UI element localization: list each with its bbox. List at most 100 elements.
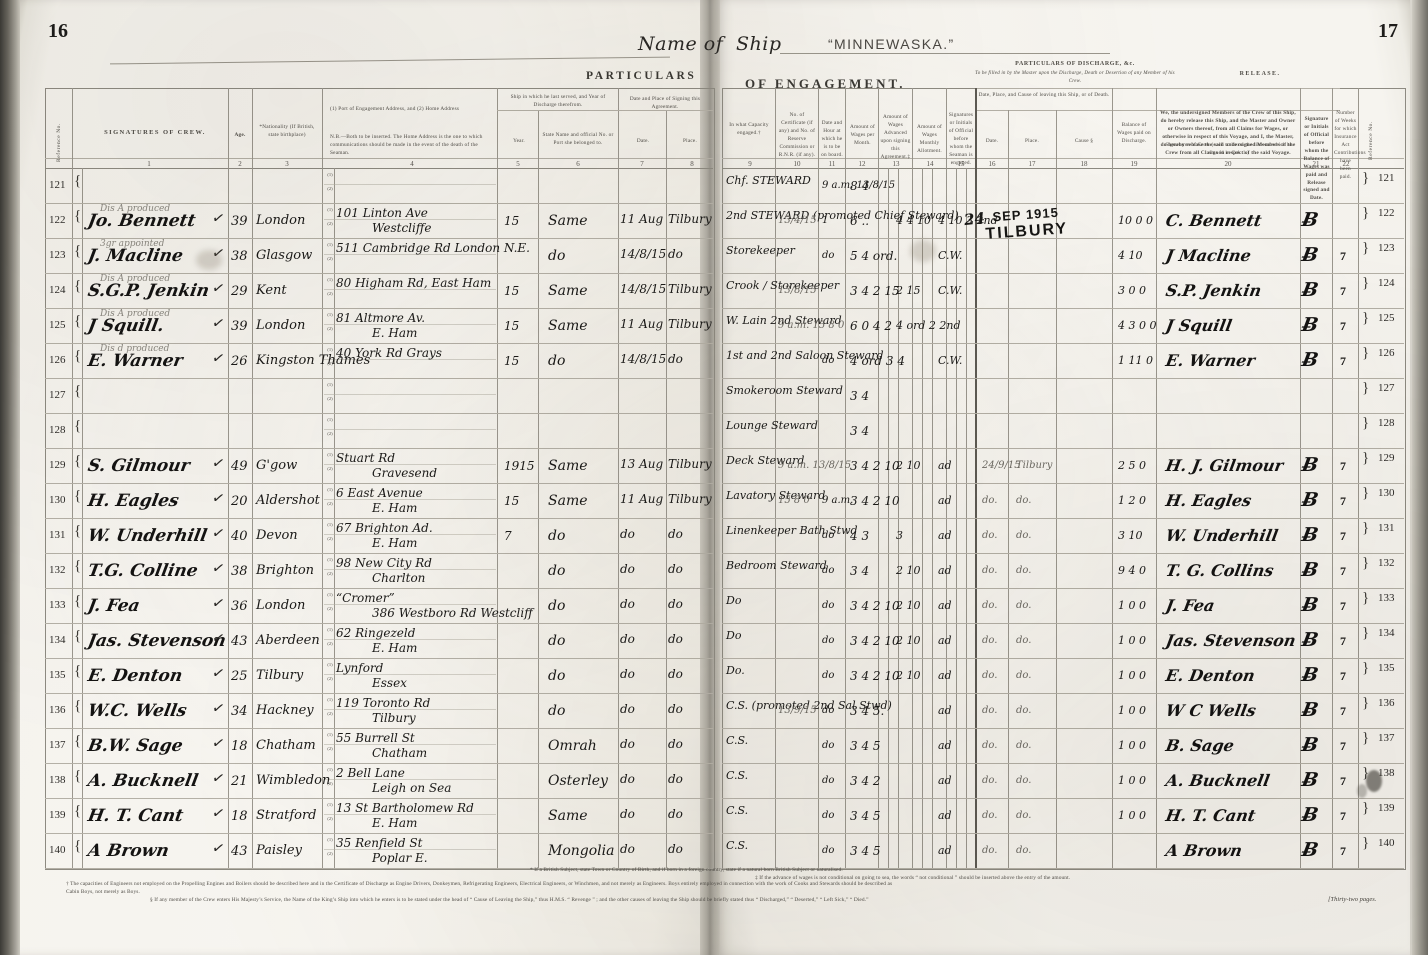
row-rule-left xyxy=(45,623,713,624)
row-brace-left: { xyxy=(74,698,82,714)
row-certificate-no: 15 8 0 xyxy=(778,495,810,506)
row-brace-left: { xyxy=(74,628,82,644)
row-endorsement-note: Dis A produced xyxy=(100,204,171,214)
address-guide-line xyxy=(324,219,496,220)
row-nationality: London xyxy=(256,213,306,228)
row-release-signature: J Macline xyxy=(1164,246,1253,265)
right-col12-sep xyxy=(878,88,879,868)
colhdr-date-hour-board: Date and Hour at which he is to be on bo… xyxy=(821,120,843,158)
row-reference-no-left: 137 xyxy=(49,739,66,751)
row-reference-no-left: 124 xyxy=(49,284,66,296)
row-reference-no-right: 137 xyxy=(1378,732,1395,744)
row-address-home: Gravesend xyxy=(372,466,438,480)
heading-name-of: Name of xyxy=(638,33,724,55)
colnum-17: 17 xyxy=(1028,160,1036,168)
row-wages-month: 3 4 xyxy=(850,389,870,403)
row-signing-place: do xyxy=(668,632,683,646)
address-marker-1: (1) xyxy=(327,802,333,807)
ink-smudge-2 xyxy=(910,240,936,262)
row-reference-no-left: 130 xyxy=(49,494,66,506)
row-signing-place: Tilbury xyxy=(668,212,712,226)
row-address-home: E. Ham xyxy=(372,816,418,830)
row-capacity: Smokeroom Steward xyxy=(726,384,843,397)
row-reference-no-right: 130 xyxy=(1378,487,1395,499)
row-wages-advance: 4 4 10 xyxy=(896,214,931,227)
colhdr-disc-cause: Cause § xyxy=(1074,138,1094,144)
row-brace-right: } xyxy=(1362,765,1370,781)
row-capacity: Do. xyxy=(726,664,745,677)
left-shipgroup-divider xyxy=(497,110,713,111)
row-endorsement-note: Dis A produced xyxy=(100,274,171,284)
row-brace-right: } xyxy=(1362,345,1370,361)
row-rule-right xyxy=(722,343,1404,344)
address-marker-2: (2) xyxy=(327,781,333,786)
address-marker-2: (2) xyxy=(327,571,333,576)
row-rule-right xyxy=(722,518,1404,519)
row-address-port: 81 Altmore Av. xyxy=(336,311,426,325)
row-reference-no-right: 135 xyxy=(1378,662,1395,674)
colnum-7: 7 xyxy=(640,160,644,168)
colhdr-reference-no-left: Reference No. xyxy=(56,123,62,162)
row-board-datetime: 1 xyxy=(822,215,829,226)
row-rule-right xyxy=(722,448,1404,449)
row-discharge-place: do. xyxy=(1016,810,1032,821)
address-marker-2: (2) xyxy=(327,711,333,716)
row-brace-right: } xyxy=(1362,625,1370,641)
colnum-12: 12 xyxy=(858,160,866,168)
row-insurance-weeks: 7 xyxy=(1340,739,1346,753)
colhdr-wages-allotment: Amount of Wages Monthly Allotment. xyxy=(917,124,942,154)
row-balance-wages: 10 0 0 xyxy=(1118,214,1153,227)
row-wages-advance: 4 ord 2 2nd xyxy=(896,319,961,332)
row-address-port: Stuart Rd xyxy=(336,451,396,465)
right-col13-sep xyxy=(912,88,913,868)
row-brace-right: } xyxy=(1362,520,1370,536)
row-release-signature: B. Sage xyxy=(1164,736,1236,755)
row-rule-right xyxy=(722,588,1404,589)
row-brace-right: } xyxy=(1362,555,1370,571)
row-brace-right: } xyxy=(1362,170,1370,186)
address-marker-1: (1) xyxy=(327,732,333,737)
row-crew-signature: A. Bucknell xyxy=(86,771,200,791)
row-address-port: 98 New City Rd xyxy=(336,556,432,570)
address-marker-1: (1) xyxy=(327,347,333,352)
row-signing-place: do xyxy=(668,807,683,821)
row-certificate-no: 9 a.m. 13/8/15 xyxy=(778,460,852,471)
row-wages-month: 6 0 4 2 xyxy=(850,319,892,333)
row-address-home: Essex xyxy=(372,676,407,690)
row-wages-month: 3 4 2 10 xyxy=(850,494,900,508)
row-signing-date: 11 Aug xyxy=(620,212,664,226)
row-age: 43 xyxy=(231,844,248,859)
row-signing-date: 14/8/15 xyxy=(620,352,667,366)
row-insurance-weeks: 7 xyxy=(1340,704,1346,718)
right-discharge-top xyxy=(975,88,1340,89)
colnum-13: 13 xyxy=(892,160,900,168)
address-marker-2: (2) xyxy=(327,676,333,681)
row-capacity: Lavatory Steward xyxy=(726,489,826,502)
colnum-3: 3 xyxy=(285,160,289,168)
row-wages-allotment: ad xyxy=(938,844,952,857)
row-release-signature: A. Bucknell xyxy=(1164,771,1272,790)
right-col18-sep xyxy=(1112,88,1113,868)
row-crew-signature: W. Underhill xyxy=(86,526,209,546)
row-address-port: “Cromer” xyxy=(336,591,395,605)
row-signing-date: 13 Aug xyxy=(620,457,664,471)
row-rule-right xyxy=(722,868,1404,869)
address-guide-line xyxy=(324,289,496,290)
row-reference-no-right: 140 xyxy=(1378,837,1395,849)
row-address-port: 55 Burrell St xyxy=(336,731,415,745)
row-discharge-date: do. xyxy=(982,600,998,611)
row-nationality: London xyxy=(256,318,306,333)
footnote-3: ‡ If the advance of wages is not conditi… xyxy=(755,875,1071,881)
row-address-home: E. Ham xyxy=(372,536,418,550)
row-reference-no-left: 127 xyxy=(49,389,66,401)
address-guide-line xyxy=(324,849,496,850)
row-rule-left xyxy=(45,203,713,204)
left-col-addr-sep xyxy=(497,88,498,868)
row-reference-no-left: 132 xyxy=(49,564,66,576)
row-discharge-date: do. xyxy=(982,845,998,856)
colhdr-wages-month: Amount of Wages per Month. xyxy=(850,124,875,146)
row-wages-month: 5 4 ord. xyxy=(850,249,898,263)
row-insurance-weeks: 7 xyxy=(1340,599,1346,613)
row-signing-place: do xyxy=(668,597,683,611)
address-guide-line xyxy=(324,254,496,255)
